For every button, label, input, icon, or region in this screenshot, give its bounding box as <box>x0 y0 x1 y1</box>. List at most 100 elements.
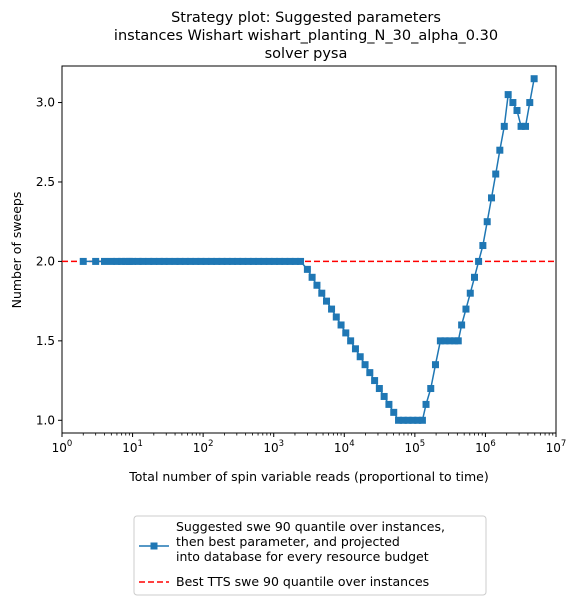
data-point-marker <box>171 257 179 265</box>
data-point-marker <box>323 297 331 305</box>
x-tick-label-exponent: 7 <box>561 439 566 449</box>
data-point-marker <box>239 257 247 265</box>
data-point-marker <box>332 313 340 321</box>
data-point-marker <box>155 257 163 265</box>
y-tick-label: 1.0 <box>36 413 55 427</box>
data-point-marker <box>192 257 200 265</box>
data-point-marker <box>356 353 364 361</box>
data-point-marker <box>371 377 379 385</box>
data-point-marker <box>197 257 205 265</box>
data-point-marker <box>202 257 210 265</box>
data-point-marker <box>92 257 100 265</box>
data-point-marker <box>361 361 369 369</box>
data-point-marker <box>291 257 299 265</box>
data-point-marker <box>234 257 242 265</box>
data-point-marker <box>337 321 345 329</box>
x-tick-label: 102 <box>193 439 214 455</box>
legend-series-label-line-1: Suggested swe 90 quantile over instances… <box>176 519 445 534</box>
data-point-marker <box>265 257 273 265</box>
data-point-marker <box>522 122 530 130</box>
y-tick-label: 2.5 <box>36 175 55 189</box>
data-point-marker <box>145 257 153 265</box>
data-point-marker <box>160 257 168 265</box>
data-point-marker <box>399 416 407 424</box>
data-point-marker <box>454 337 462 345</box>
data-point-marker <box>380 392 388 400</box>
legend: Suggested swe 90 quantile over instances… <box>133 515 487 596</box>
data-point-marker <box>79 257 87 265</box>
data-point-marker <box>458 321 466 329</box>
x-tick-label-exponent: 5 <box>420 439 425 449</box>
plot-layer <box>62 75 556 424</box>
y-axis-label: Number of sweeps <box>9 192 24 309</box>
data-point-marker <box>488 194 496 202</box>
data-point-marker <box>436 337 444 345</box>
data-point-marker <box>134 257 142 265</box>
x-tick-label-base: 10 <box>334 441 349 455</box>
data-point-marker <box>207 257 215 265</box>
legend-box <box>133 515 487 596</box>
data-point-marker <box>286 257 294 265</box>
x-tick-label-base: 10 <box>263 441 278 455</box>
data-point-marker <box>318 289 326 297</box>
data-point-marker <box>303 265 311 273</box>
data-point-marker <box>260 257 268 265</box>
y-axis: 1.0 1.5 2.0 2.5 3.0 <box>36 96 62 427</box>
x-tick-label-exponent: 4 <box>349 439 354 449</box>
data-point-marker <box>297 257 305 265</box>
y-tick-label: 1.5 <box>36 334 55 348</box>
data-point-marker <box>509 99 517 107</box>
data-point-marker <box>244 257 252 265</box>
data-point-marker <box>176 257 184 265</box>
chart-title: Strategy plot: Suggested parameters inst… <box>114 10 498 62</box>
data-point-marker <box>107 257 115 265</box>
data-point-marker <box>513 106 521 114</box>
data-point-marker <box>181 257 189 265</box>
data-point-marker <box>451 337 459 345</box>
x-tick-label: 103 <box>263 439 284 455</box>
data-point-marker <box>270 257 278 265</box>
data-point-marker <box>431 361 439 369</box>
data-point-marker <box>328 305 336 313</box>
title-line-2: instances Wishart wishart_planting_N_30_… <box>114 28 498 44</box>
data-point-marker <box>186 257 194 265</box>
data-point-marker <box>422 400 430 408</box>
data-point-marker <box>466 289 474 297</box>
x-tick-label-base: 10 <box>193 441 208 455</box>
x-tick-label-exponent: 3 <box>279 439 284 449</box>
data-point-marker <box>530 75 538 83</box>
data-point-marker <box>255 257 263 265</box>
data-point-marker <box>385 400 393 408</box>
data-point-marker <box>165 257 173 265</box>
data-point-marker <box>395 416 403 424</box>
data-point-marker <box>483 218 491 226</box>
legend-series-label-line-3: into database for every resource budget <box>176 549 429 564</box>
x-tick-label-base: 10 <box>475 441 490 455</box>
data-point-marker <box>404 416 412 424</box>
data-point-marker <box>446 337 454 345</box>
data-point-marker <box>100 257 108 265</box>
data-point-marker <box>342 329 350 337</box>
data-point-marker <box>366 369 374 377</box>
data-point-marker <box>351 345 359 353</box>
data-point-marker <box>118 257 126 265</box>
data-point-marker <box>139 257 147 265</box>
data-point-marker <box>496 146 504 154</box>
data-point-marker <box>150 257 158 265</box>
x-tick-label: 107 <box>546 439 567 455</box>
data-point-marker <box>347 337 355 345</box>
data-point-marker <box>375 385 383 393</box>
x-tick-label: 100 <box>52 439 73 455</box>
data-point-marker <box>281 257 289 265</box>
data-point-marker <box>462 305 470 313</box>
title-line-1: Strategy plot: Suggested parameters <box>171 10 441 26</box>
x-tick-label-exponent: 1 <box>138 439 143 449</box>
x-tick-label: 104 <box>334 439 355 455</box>
x-tick-label-exponent: 0 <box>67 439 72 449</box>
data-point-marker <box>427 385 435 393</box>
legend-series-marker <box>150 542 158 550</box>
series-line <box>83 78 535 422</box>
data-point-marker <box>479 242 487 250</box>
plot-area-frame <box>61 65 557 434</box>
